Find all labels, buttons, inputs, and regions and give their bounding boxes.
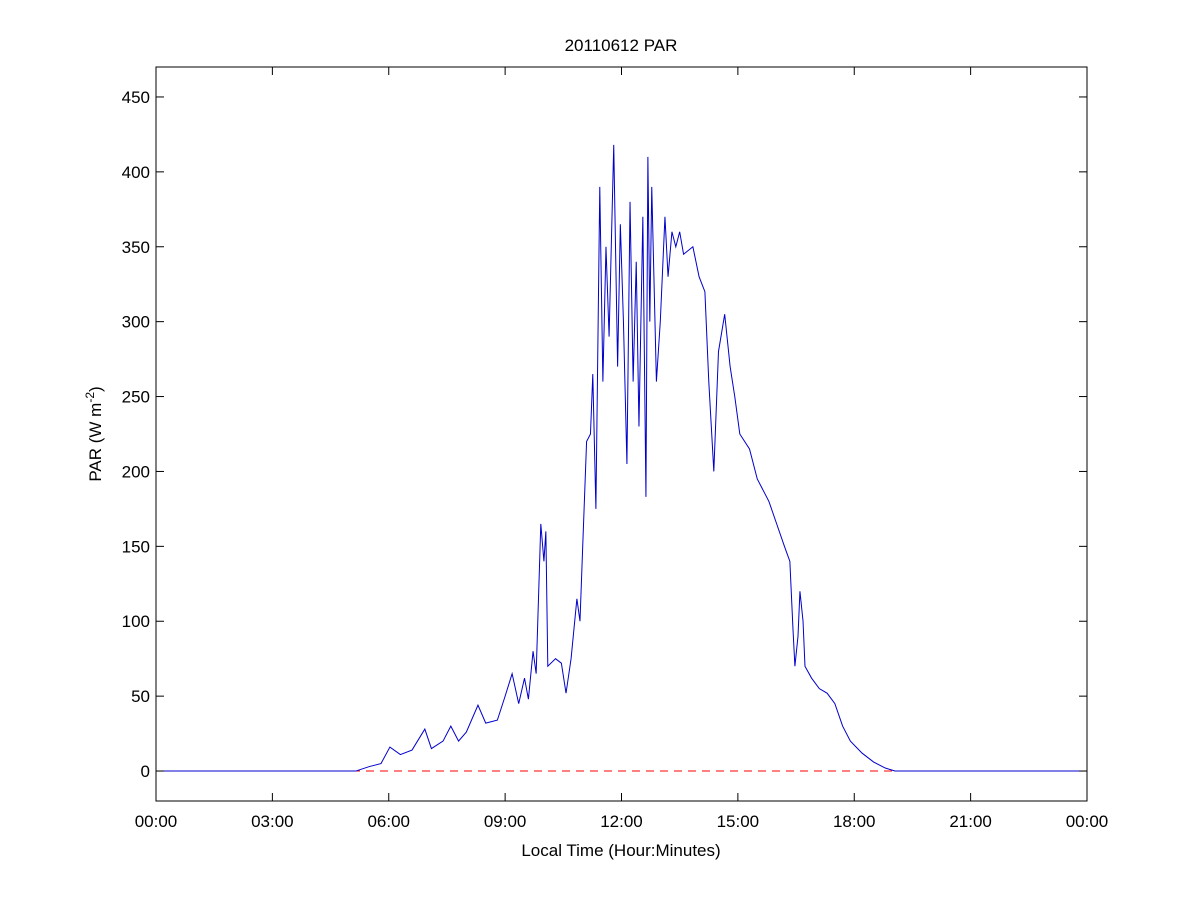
y-axis-label: PAR (W m-2) bbox=[83, 386, 105, 481]
y-tick-label: 350 bbox=[122, 238, 150, 257]
y-tick-label: 50 bbox=[131, 687, 150, 706]
chart-title: 20110612 PAR bbox=[565, 36, 678, 55]
x-tick-label: 21:00 bbox=[949, 812, 992, 831]
y-tick-label: 200 bbox=[122, 462, 150, 481]
x-tick-label: 03:00 bbox=[251, 812, 294, 831]
x-tick-label: 06:00 bbox=[367, 812, 410, 831]
y-tick-label: 400 bbox=[122, 163, 150, 182]
x-tick-label: 00:00 bbox=[135, 812, 178, 831]
y-tick-label: 250 bbox=[122, 388, 150, 407]
x-axis-label: Local Time (Hour:Minutes) bbox=[521, 841, 720, 860]
x-tick-label: 09:00 bbox=[484, 812, 527, 831]
y-tick-label: 100 bbox=[122, 612, 150, 631]
y-tick-label: 150 bbox=[122, 537, 150, 556]
y-label-sup: -2 bbox=[83, 392, 97, 403]
y-label-text: PAR (W m bbox=[86, 403, 105, 482]
x-tick-label: 00:00 bbox=[1066, 812, 1109, 831]
x-tick-label: 12:00 bbox=[600, 812, 643, 831]
y-tick-label: 450 bbox=[122, 88, 150, 107]
y-label-end: ) bbox=[86, 386, 105, 392]
x-tick-label: 18:00 bbox=[833, 812, 876, 831]
x-tick-label: 15:00 bbox=[717, 812, 760, 831]
y-tick-label: 0 bbox=[141, 762, 150, 781]
y-tick-label: 300 bbox=[122, 313, 150, 332]
data-line bbox=[156, 144, 1087, 772]
